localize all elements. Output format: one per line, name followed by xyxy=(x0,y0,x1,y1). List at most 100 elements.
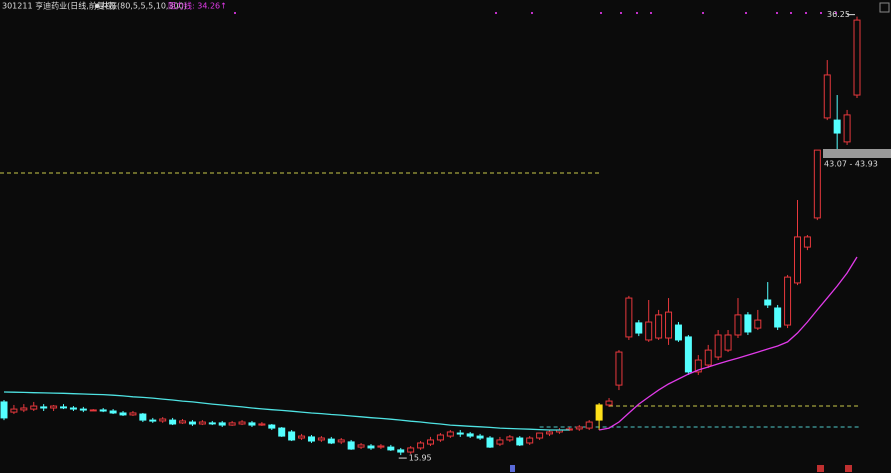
top-markers xyxy=(234,12,837,14)
candle-body xyxy=(486,437,494,448)
high-label: 36.25 xyxy=(827,10,850,19)
candle-body xyxy=(436,434,444,441)
candle-body xyxy=(69,407,77,410)
bottom-marker xyxy=(510,465,515,472)
candle-body xyxy=(734,314,742,336)
candle-body xyxy=(317,437,325,441)
candle-body xyxy=(20,407,28,411)
candle-body xyxy=(238,421,246,425)
indicator-dot xyxy=(95,4,99,8)
candle-body xyxy=(40,406,48,409)
candle-body xyxy=(506,436,514,441)
candle-body xyxy=(99,409,107,412)
ma-line xyxy=(598,256,858,431)
candle-body xyxy=(327,438,335,444)
candle-body xyxy=(169,419,177,425)
candle-body xyxy=(744,314,752,333)
candle-body xyxy=(119,412,127,416)
candle-body xyxy=(268,424,276,429)
candle-body xyxy=(803,236,811,248)
candle-body xyxy=(714,334,722,358)
candle-body xyxy=(198,421,206,425)
candle-body xyxy=(149,419,157,422)
candle-body xyxy=(0,401,8,419)
candle-body xyxy=(446,431,454,437)
candle-body xyxy=(645,321,653,341)
candle-body xyxy=(89,409,97,412)
candle-body xyxy=(337,439,345,443)
candle-body xyxy=(674,324,682,341)
candle-body xyxy=(307,436,315,442)
candle-body xyxy=(248,422,256,426)
candle-body xyxy=(208,422,216,425)
candle-body xyxy=(784,276,792,326)
candle-body xyxy=(367,445,375,449)
candle-body xyxy=(635,322,643,334)
candle-body xyxy=(258,423,266,426)
candle-body xyxy=(30,405,38,410)
candle-body xyxy=(595,404,603,421)
candle-body xyxy=(218,422,226,426)
resistance-label: 阻力线: 34.26↑ xyxy=(168,1,227,11)
candle-body xyxy=(833,119,841,134)
ma-line xyxy=(3,391,570,431)
candle-body xyxy=(60,406,68,409)
candle-body xyxy=(813,149,821,219)
candle-body xyxy=(377,445,385,448)
range-box xyxy=(823,149,891,158)
candle-body xyxy=(585,421,593,429)
candle-body xyxy=(655,314,663,339)
candle-body xyxy=(526,437,534,444)
candle-body xyxy=(159,418,167,422)
candle-body xyxy=(516,437,524,446)
chart-title: 301211 亨迪药业(日线,前复权) xyxy=(2,1,116,11)
candle-body xyxy=(625,297,633,338)
candle-body xyxy=(853,19,861,96)
candle-body xyxy=(387,446,395,451)
candle-body xyxy=(129,412,137,416)
candle-body xyxy=(50,405,58,409)
candle-body xyxy=(397,449,405,453)
candle-body xyxy=(298,435,306,439)
candle-body xyxy=(228,422,236,426)
candle-body xyxy=(407,447,415,453)
candle-body xyxy=(456,432,464,435)
candle-body xyxy=(724,334,732,351)
candle-body xyxy=(823,74,831,119)
candle-body xyxy=(109,410,117,414)
candle-body xyxy=(347,441,355,450)
candle-body xyxy=(665,311,673,339)
candle-body xyxy=(466,433,474,437)
candle-body xyxy=(139,413,147,421)
candle-body xyxy=(427,439,434,445)
candle-body xyxy=(704,349,712,366)
candle-body xyxy=(79,408,87,411)
candle-body xyxy=(496,439,504,445)
range-label: 43.07 - 43.93 xyxy=(824,160,878,169)
bottom-marker xyxy=(845,465,852,472)
candle-body xyxy=(536,432,544,439)
corner-icon xyxy=(879,2,890,13)
candle-body xyxy=(684,336,692,373)
bottom-marker xyxy=(817,465,824,472)
candle-body xyxy=(288,431,296,441)
candle-body xyxy=(278,427,286,437)
candle-body xyxy=(793,236,801,284)
low-label: 15.95 xyxy=(409,454,432,463)
candle-body xyxy=(357,444,365,448)
candle-body xyxy=(754,319,762,329)
indicator-label: 共振(80,5,5,5,10,300) xyxy=(101,1,187,11)
candle-body xyxy=(417,442,425,449)
candle-body xyxy=(546,431,554,435)
candle-body xyxy=(694,359,702,373)
candle-body xyxy=(10,408,18,413)
candle-body xyxy=(774,307,782,328)
candle-body xyxy=(764,299,772,306)
candle-body xyxy=(188,421,196,425)
candle-body xyxy=(476,435,484,439)
candle-body xyxy=(615,351,623,386)
candle-body xyxy=(843,114,851,143)
candle-body xyxy=(575,426,583,430)
